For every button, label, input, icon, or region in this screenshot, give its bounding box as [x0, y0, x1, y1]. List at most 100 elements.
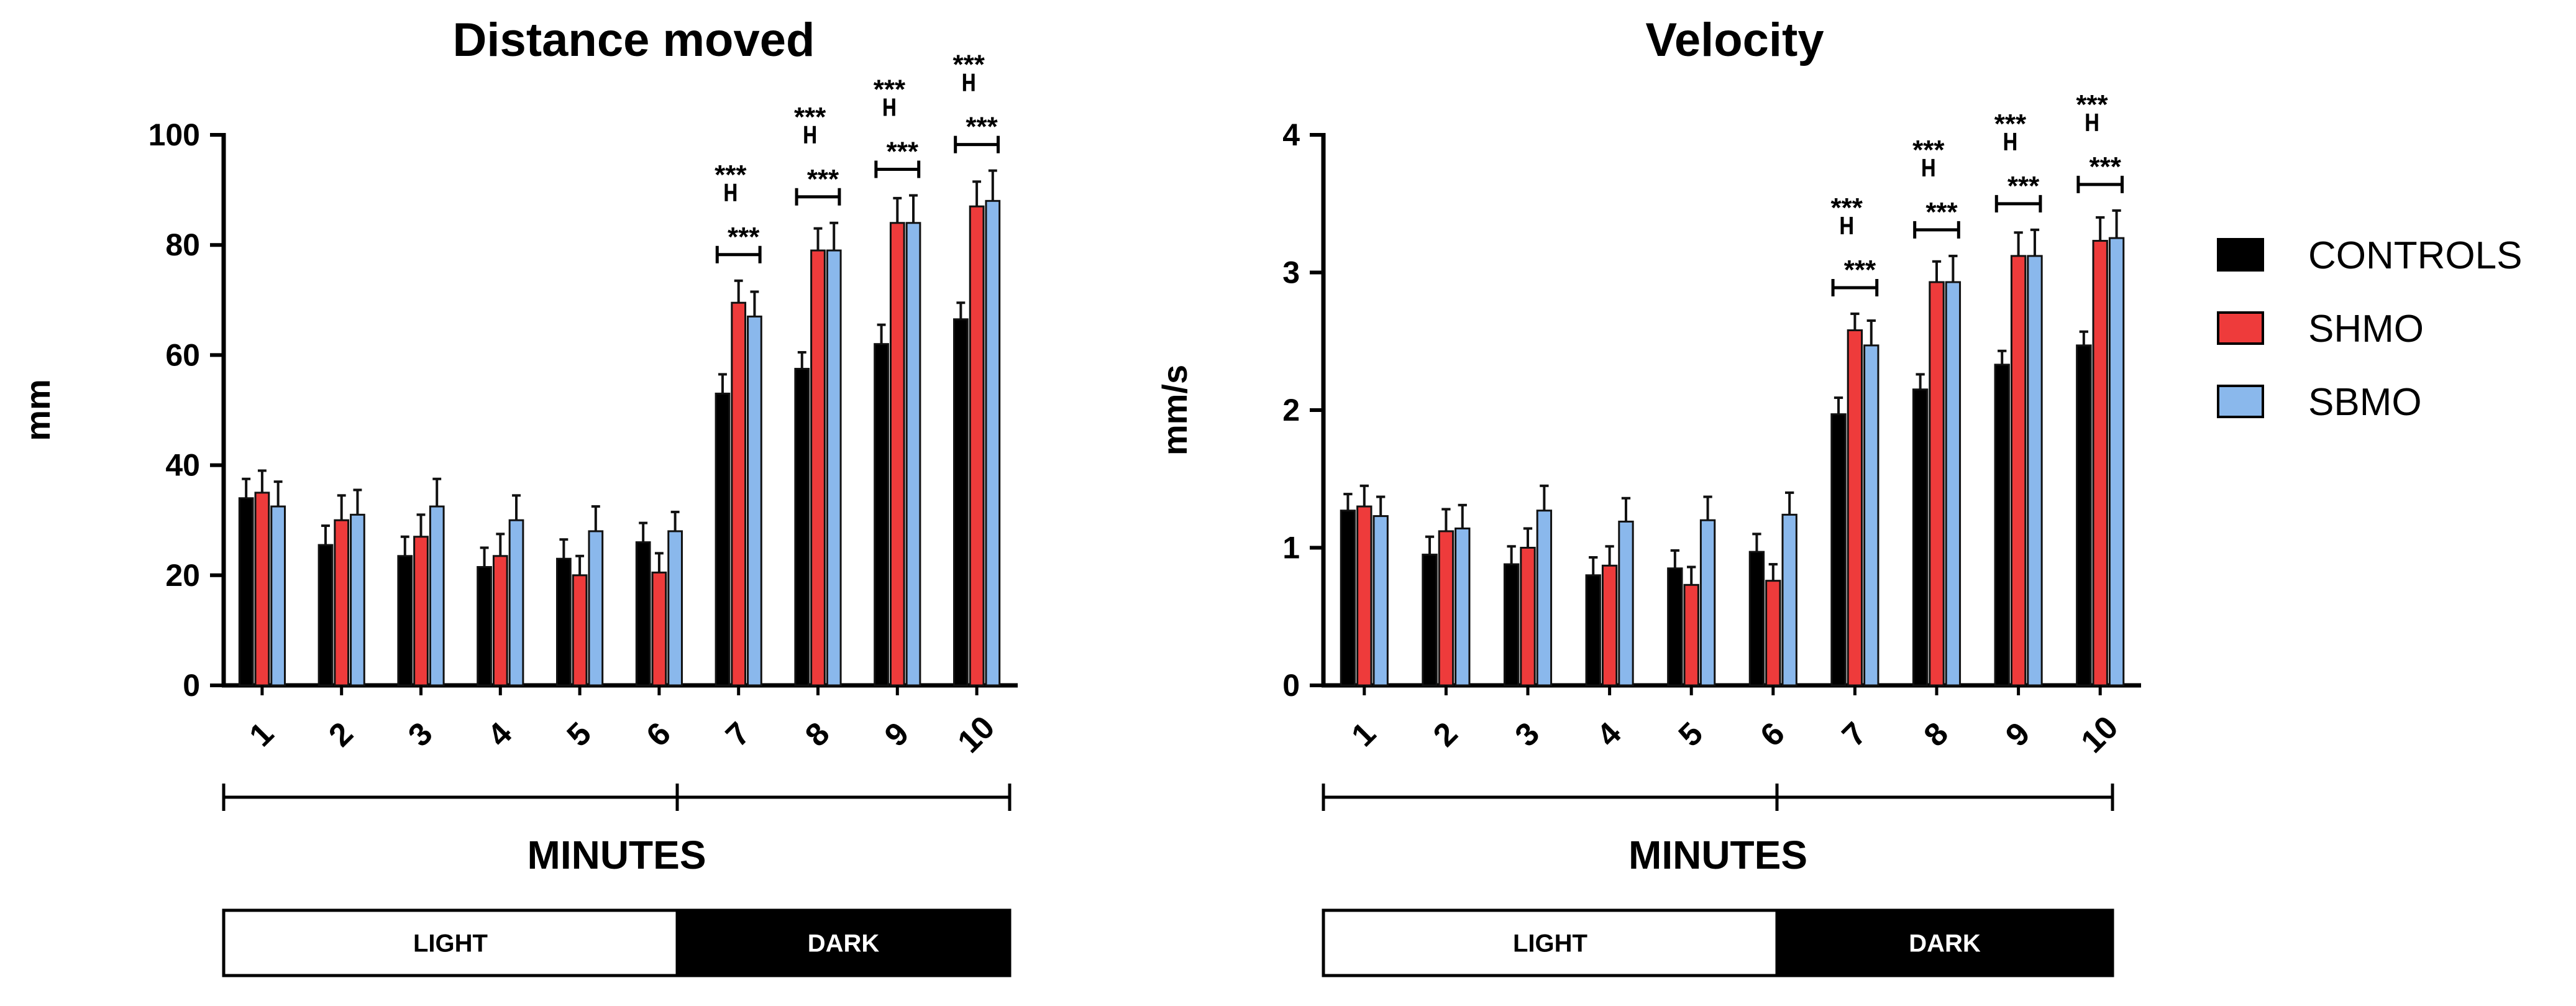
panel-velocity: Velocity mm/s 0 1 2 3 4 1 2 3 4 5 6 7 *** *** 8 *** *** 9 **…: [1155, 14, 2141, 977]
significance-bracket-lower: [1831, 278, 1879, 296]
bar-sbmo-min-10: [2108, 237, 2125, 687]
x-tick-label: 10: [951, 709, 1002, 760]
bar-controls-min-5: [1667, 567, 1683, 687]
bar-sbmo-min-8: [826, 249, 842, 687]
y-tick-label: 3: [1282, 255, 1300, 290]
y-tick-label: 2: [1282, 393, 1300, 428]
x-tick-label: 4: [1590, 716, 1628, 754]
x-tick-label: 5: [1672, 716, 1710, 754]
y-tick-label: 100: [148, 117, 200, 152]
bar-shmo-min-5: [1683, 583, 1699, 687]
significance-label: ***: [1831, 193, 1863, 223]
significance-label: ***: [887, 136, 919, 167]
bar-sbmo-min-5: [588, 530, 604, 687]
significance-label: ***: [1844, 255, 1876, 285]
legend-swatch-controls: [2217, 238, 2264, 272]
bar-shmo-min-10: [969, 205, 985, 687]
bar-controls-min-7: [715, 392, 731, 687]
bar-sbmo-min-6: [667, 530, 683, 687]
dark-band-label: DARK: [808, 930, 880, 958]
significance-bracket-lower: [795, 188, 841, 206]
y-tick-label: 60: [165, 337, 200, 372]
bar-shmo-min-2: [1438, 530, 1455, 687]
legend-label-sbmo: SBMO: [2308, 381, 2422, 424]
x-tick-label: 10: [2075, 709, 2126, 760]
significance-label: ***: [728, 222, 760, 252]
x-tick-label: 4: [481, 716, 519, 754]
bar-sbmo-min-9: [2027, 255, 2043, 687]
bar-controls-min-5: [556, 557, 572, 687]
chart-title: Distance moved: [453, 14, 815, 66]
bar-sbmo-min-4: [1618, 520, 1634, 687]
legend-label-controls: CONTROLS: [2308, 234, 2522, 277]
bar-shmo-min-9: [2010, 255, 2027, 687]
bar-shmo-min-7: [731, 301, 747, 687]
x-tick-label: 1: [242, 716, 280, 754]
bar-controls-min-9: [1994, 364, 2010, 687]
dark-band: [675, 908, 1012, 977]
x-tick-label: 7: [719, 716, 757, 754]
bar-controls-min-1: [238, 497, 254, 687]
significance-label: ***: [807, 164, 839, 194]
significance-bracket-upper: [1840, 216, 1853, 234]
dark-band-label: DARK: [1909, 930, 1981, 958]
bar-shmo-min-1: [1356, 505, 1372, 687]
bar-shmo-min-1: [254, 492, 270, 687]
bar-controls-min-6: [635, 541, 651, 687]
bar-shmo-min-8: [810, 249, 826, 687]
bar-controls-min-2: [317, 544, 334, 687]
significance-label: ***: [1912, 135, 1945, 165]
bar-sbmo-min-1: [1372, 515, 1389, 687]
bar-shmo-min-9: [889, 222, 905, 687]
bar-shmo-min-3: [1520, 547, 1536, 687]
x-tick-label: 6: [1753, 716, 1791, 754]
bar-controls-min-10: [2076, 344, 2092, 687]
x-tick-label: 9: [878, 716, 916, 754]
significance-bracket-upper: [884, 98, 895, 116]
bar-controls-min-6: [1748, 551, 1765, 687]
bar-sbmo-min-9: [905, 222, 921, 687]
significance-label: ***: [966, 112, 998, 142]
x-tick-label: 9: [1999, 716, 2037, 754]
x-tick-label: 6: [639, 716, 677, 754]
y-tick-label: 80: [165, 227, 200, 262]
y-tick-label: 1: [1282, 531, 1300, 565]
bar-controls-min-2: [1422, 554, 1438, 687]
legend-swatch-sbmo: [2217, 385, 2264, 418]
y-tick-label: 4: [1282, 117, 1300, 152]
significance-label: ***: [2076, 89, 2108, 120]
bar-sbmo-min-2: [1455, 527, 1471, 687]
light-band: [1322, 908, 1779, 977]
significance-bracket-upper: [2004, 132, 2017, 150]
y-axis-label: mm/s: [1155, 365, 1194, 455]
x-tick-label: 2: [322, 716, 360, 754]
bar-shmo-min-4: [1601, 564, 1618, 687]
bar-controls-min-10: [953, 318, 969, 687]
bar-sbmo-min-7: [747, 315, 762, 687]
bar-sbmo-min-7: [1863, 344, 1879, 687]
bar-controls-min-8: [1912, 388, 1929, 687]
y-tick-label: 40: [165, 448, 200, 483]
y-tick-label: 0: [1282, 668, 1300, 703]
significance-bracket-lower: [1913, 221, 1960, 239]
x-tick-label: 2: [1427, 716, 1464, 754]
x-tick-label: 7: [1835, 716, 1873, 754]
x-tick-label: 8: [1917, 716, 1955, 754]
x-tick-label: 8: [798, 716, 836, 754]
bar-sbmo-min-8: [1945, 281, 1962, 687]
significance-bracket-upper: [724, 183, 737, 201]
significance-bracket-lower: [874, 160, 921, 178]
significance-label: ***: [874, 74, 906, 104]
legend-swatch-shmo: [2217, 311, 2264, 345]
bar-controls-min-3: [397, 555, 413, 687]
x-tick-label: 5: [560, 716, 598, 754]
bar-sbmo-min-3: [1536, 510, 1553, 687]
y-axis-label: mm: [18, 379, 57, 441]
significance-bracket-upper: [2086, 113, 2098, 131]
bar-controls-min-4: [1585, 574, 1601, 687]
bar-shmo-min-6: [1765, 580, 1781, 687]
light-band-label: LIGHT: [413, 930, 488, 958]
significance-bracket-upper: [1922, 158, 1935, 176]
bar-shmo-min-4: [492, 555, 508, 687]
